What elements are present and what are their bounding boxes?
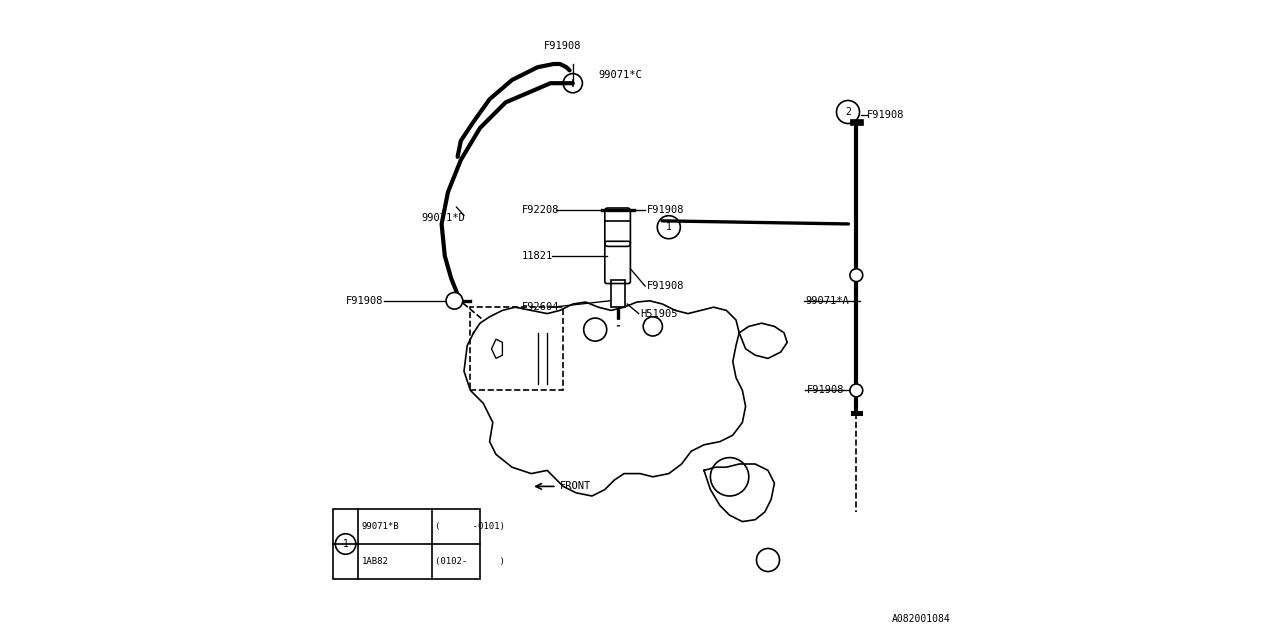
Polygon shape xyxy=(740,323,787,358)
Polygon shape xyxy=(465,301,745,496)
Text: F91908: F91908 xyxy=(646,205,684,215)
Circle shape xyxy=(447,292,463,309)
Circle shape xyxy=(850,269,863,282)
Bar xyxy=(611,280,625,307)
Text: 2: 2 xyxy=(845,107,851,117)
Text: 99071*D: 99071*D xyxy=(421,212,465,223)
Text: 1AB82: 1AB82 xyxy=(362,557,388,566)
Text: A082001084: A082001084 xyxy=(892,614,950,624)
Text: (0102-      ): (0102- ) xyxy=(435,557,506,566)
Text: F92208: F92208 xyxy=(522,205,559,215)
Polygon shape xyxy=(704,464,774,522)
Text: 11821: 11821 xyxy=(522,251,553,261)
Text: 1: 1 xyxy=(666,222,672,232)
Text: F91908: F91908 xyxy=(868,110,905,120)
Text: FRONT: FRONT xyxy=(561,481,591,492)
Bar xyxy=(471,307,563,390)
Text: (      -0101): ( -0101) xyxy=(435,522,506,531)
Text: 99071*C: 99071*C xyxy=(599,70,643,80)
Text: F91908: F91908 xyxy=(544,41,581,51)
Text: 1: 1 xyxy=(343,539,348,549)
Text: H51905: H51905 xyxy=(640,308,677,319)
Text: 99071*A: 99071*A xyxy=(805,296,849,306)
Bar xyxy=(333,509,480,579)
Text: F91908: F91908 xyxy=(346,296,383,306)
Text: F92604: F92604 xyxy=(522,302,559,312)
Circle shape xyxy=(850,384,863,397)
Text: F91908: F91908 xyxy=(646,281,684,291)
Text: F91908: F91908 xyxy=(806,385,844,396)
Text: 99071*B: 99071*B xyxy=(362,522,399,531)
